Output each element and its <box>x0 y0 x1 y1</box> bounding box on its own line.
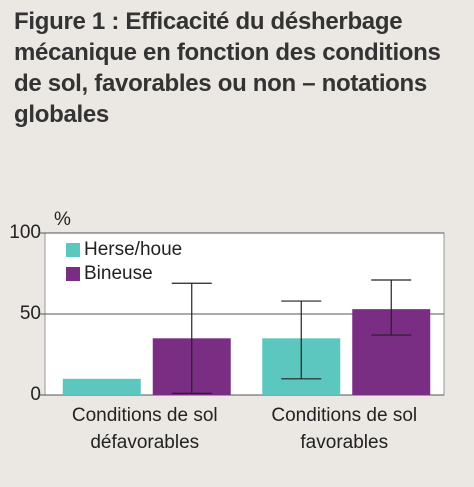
y-tick-label: 100 <box>9 222 41 243</box>
legend-swatch <box>66 243 80 257</box>
y-tick-label: 50 <box>20 303 41 324</box>
legend-label: Herse/houe <box>84 239 182 260</box>
y-tick-label: 0 <box>30 384 41 405</box>
bar <box>62 378 141 395</box>
x-tick-label: Conditions de sol défavorables <box>71 405 218 453</box>
x-tick-label: Conditions de sol favorables <box>271 405 418 453</box>
legend-label: Bineuse <box>84 263 153 284</box>
legend-swatch <box>66 267 80 281</box>
y-axis-label: % <box>54 209 71 230</box>
chart-title: Figure 1 : Efficacité du désherbage méca… <box>14 8 441 128</box>
